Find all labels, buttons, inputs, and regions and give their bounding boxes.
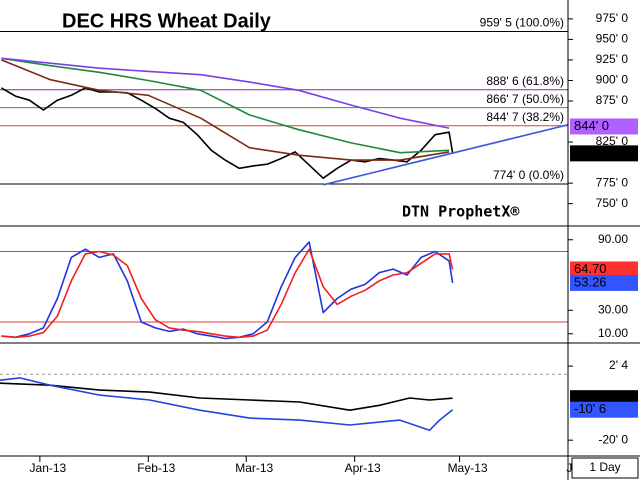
y-tick-label: 900' 0 <box>596 73 629 87</box>
level-label: 844' 7 (38.2%) <box>486 110 564 124</box>
y-tick-label: 2' 4 <box>609 358 628 372</box>
level-label: 888' 6 (61.8%) <box>486 74 564 88</box>
last-value-label: 53.26 <box>574 274 607 289</box>
last-value-label: 844' 0 <box>574 118 609 133</box>
y-tick-label: 950' 0 <box>596 32 629 46</box>
y-tick-label: 10.00 <box>598 326 628 340</box>
level-label: 774' 0 (0.0%) <box>493 168 564 182</box>
series-line <box>1 59 450 161</box>
series-line <box>1 248 454 339</box>
y-tick-label: -20' 0 <box>598 432 628 446</box>
y-tick-label: 750' 0 <box>596 196 629 210</box>
series-line <box>323 124 568 186</box>
y-tick-label: 30.00 <box>598 302 628 316</box>
x-tick-label: Apr-13 <box>345 461 381 475</box>
x-tick-label: Jan-13 <box>30 461 67 475</box>
last-value-label: -7' 2 <box>574 390 599 405</box>
x-tick-label: Mar-13 <box>235 461 273 475</box>
plot-area <box>0 241 568 340</box>
plot-area <box>0 373 568 432</box>
series-line <box>1 241 454 340</box>
level-label: 959' 5 (100.0%) <box>480 16 564 30</box>
series-line <box>1 57 450 129</box>
chart-title: DEC HRS Wheat Daily <box>62 10 272 32</box>
y-tick-label: 875' 0 <box>596 93 629 107</box>
watermark: DTN ProphetX® <box>402 203 520 221</box>
level-label: 866' 7 (50.0%) <box>486 92 564 106</box>
last-value-label: -10' 6 <box>574 401 606 416</box>
last-value-box <box>570 274 638 291</box>
y-tick-label: 90.00 <box>598 232 628 246</box>
y-tick-label: 775' 0 <box>596 175 629 189</box>
plot-area: 959' 5 (100.0%) 888' 6 (61.8%) 866' 7 (50.… <box>0 10 568 221</box>
y-tick-label: 825' 0 <box>596 134 629 148</box>
last-value-box <box>570 401 638 418</box>
last-value-box <box>570 261 638 278</box>
y-tick-label: 925' 0 <box>596 52 629 66</box>
series-line <box>0 382 453 412</box>
last-value-label: 811' 2 <box>574 145 608 160</box>
last-value-label: 64.70 <box>574 261 607 276</box>
panels: 959' 5 (100.0%) 888' 6 (61.8%) 866' 7 (50.… <box>0 10 638 475</box>
y-tick-label: 975' 0 <box>596 11 629 25</box>
interval-label: 1 Day <box>589 460 620 474</box>
interval-box <box>571 457 639 479</box>
series-line <box>0 377 454 432</box>
x-tick-label: Feb-13 <box>137 461 175 475</box>
last-value-box <box>570 118 638 135</box>
x-tick-label: May-13 <box>448 461 488 475</box>
last-value-box <box>570 145 638 162</box>
series-line <box>1 57 450 154</box>
